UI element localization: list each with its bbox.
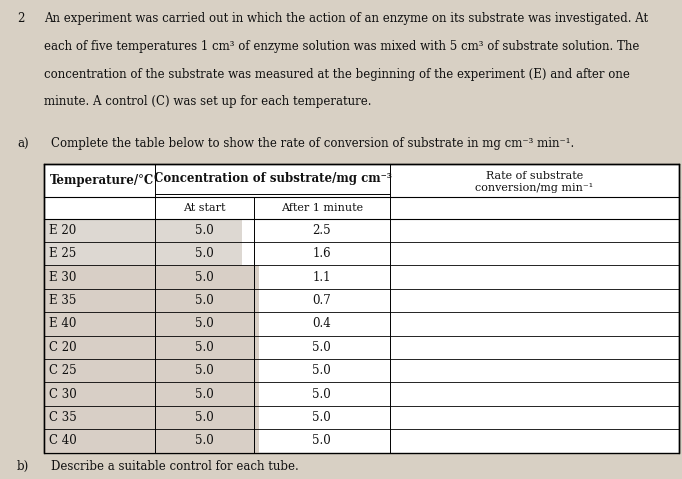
Text: Complete the table below to show the rate of conversion of substrate in mg cm⁻³ : Complete the table below to show the rat… xyxy=(51,137,574,150)
Text: E 40: E 40 xyxy=(49,318,77,331)
Text: Temperature/°C: Temperature/°C xyxy=(49,174,153,187)
Text: 5.0: 5.0 xyxy=(312,411,331,424)
Text: concentration of the substrate was measured at the beginning of the experiment (: concentration of the substrate was measu… xyxy=(44,68,630,80)
Bar xyxy=(44,265,258,453)
Text: 0.7: 0.7 xyxy=(312,294,331,307)
Text: E 35: E 35 xyxy=(49,294,77,307)
Text: 0.4: 0.4 xyxy=(312,318,331,331)
Text: 5.0: 5.0 xyxy=(195,411,214,424)
Text: 5.0: 5.0 xyxy=(195,434,214,447)
Text: C 35: C 35 xyxy=(49,411,77,424)
Text: 5.0: 5.0 xyxy=(195,247,214,260)
Text: 2.5: 2.5 xyxy=(312,224,331,237)
Text: 1.1: 1.1 xyxy=(312,271,331,284)
Text: 5.0: 5.0 xyxy=(312,388,331,400)
Text: b): b) xyxy=(17,460,29,473)
Bar xyxy=(44,164,679,453)
Text: E 20: E 20 xyxy=(49,224,76,237)
Text: conversion/mg min⁻¹: conversion/mg min⁻¹ xyxy=(475,182,593,193)
Text: 5.0: 5.0 xyxy=(195,224,214,237)
Text: 5.0: 5.0 xyxy=(195,388,214,400)
Text: 5.0: 5.0 xyxy=(195,318,214,331)
Text: minute. A control (C) was set up for each temperature.: minute. A control (C) was set up for eac… xyxy=(44,95,372,108)
Text: 5.0: 5.0 xyxy=(195,271,214,284)
Text: Concentration of substrate/mg cm⁻³: Concentration of substrate/mg cm⁻³ xyxy=(153,172,391,185)
Text: C 20: C 20 xyxy=(49,341,77,354)
Text: 5.0: 5.0 xyxy=(312,364,331,377)
Text: C 30: C 30 xyxy=(49,388,77,400)
Text: 1.6: 1.6 xyxy=(312,247,331,260)
Text: 5.0: 5.0 xyxy=(195,294,214,307)
Text: each of five temperatures 1 cm³ of enzyme solution was mixed with 5 cm³ of subst: each of five temperatures 1 cm³ of enzym… xyxy=(44,40,640,53)
Text: E 30: E 30 xyxy=(49,271,77,284)
Text: 5.0: 5.0 xyxy=(195,341,214,354)
Text: After 1 minute: After 1 minute xyxy=(281,203,363,213)
Text: 5.0: 5.0 xyxy=(312,434,331,447)
Text: E 25: E 25 xyxy=(49,247,76,260)
Text: 5.0: 5.0 xyxy=(195,364,214,377)
Text: An experiment was carried out in which the action of an enzyme on its substrate : An experiment was carried out in which t… xyxy=(44,12,649,25)
Text: At start: At start xyxy=(183,203,226,213)
Text: 2: 2 xyxy=(17,12,25,25)
Text: Describe a suitable control for each tube.: Describe a suitable control for each tub… xyxy=(51,460,299,473)
Text: Rate of substrate: Rate of substrate xyxy=(486,171,583,182)
Text: a): a) xyxy=(17,137,29,150)
Text: C 25: C 25 xyxy=(49,364,77,377)
Text: C 40: C 40 xyxy=(49,434,77,447)
Text: 5.0: 5.0 xyxy=(312,341,331,354)
Bar xyxy=(44,219,241,265)
